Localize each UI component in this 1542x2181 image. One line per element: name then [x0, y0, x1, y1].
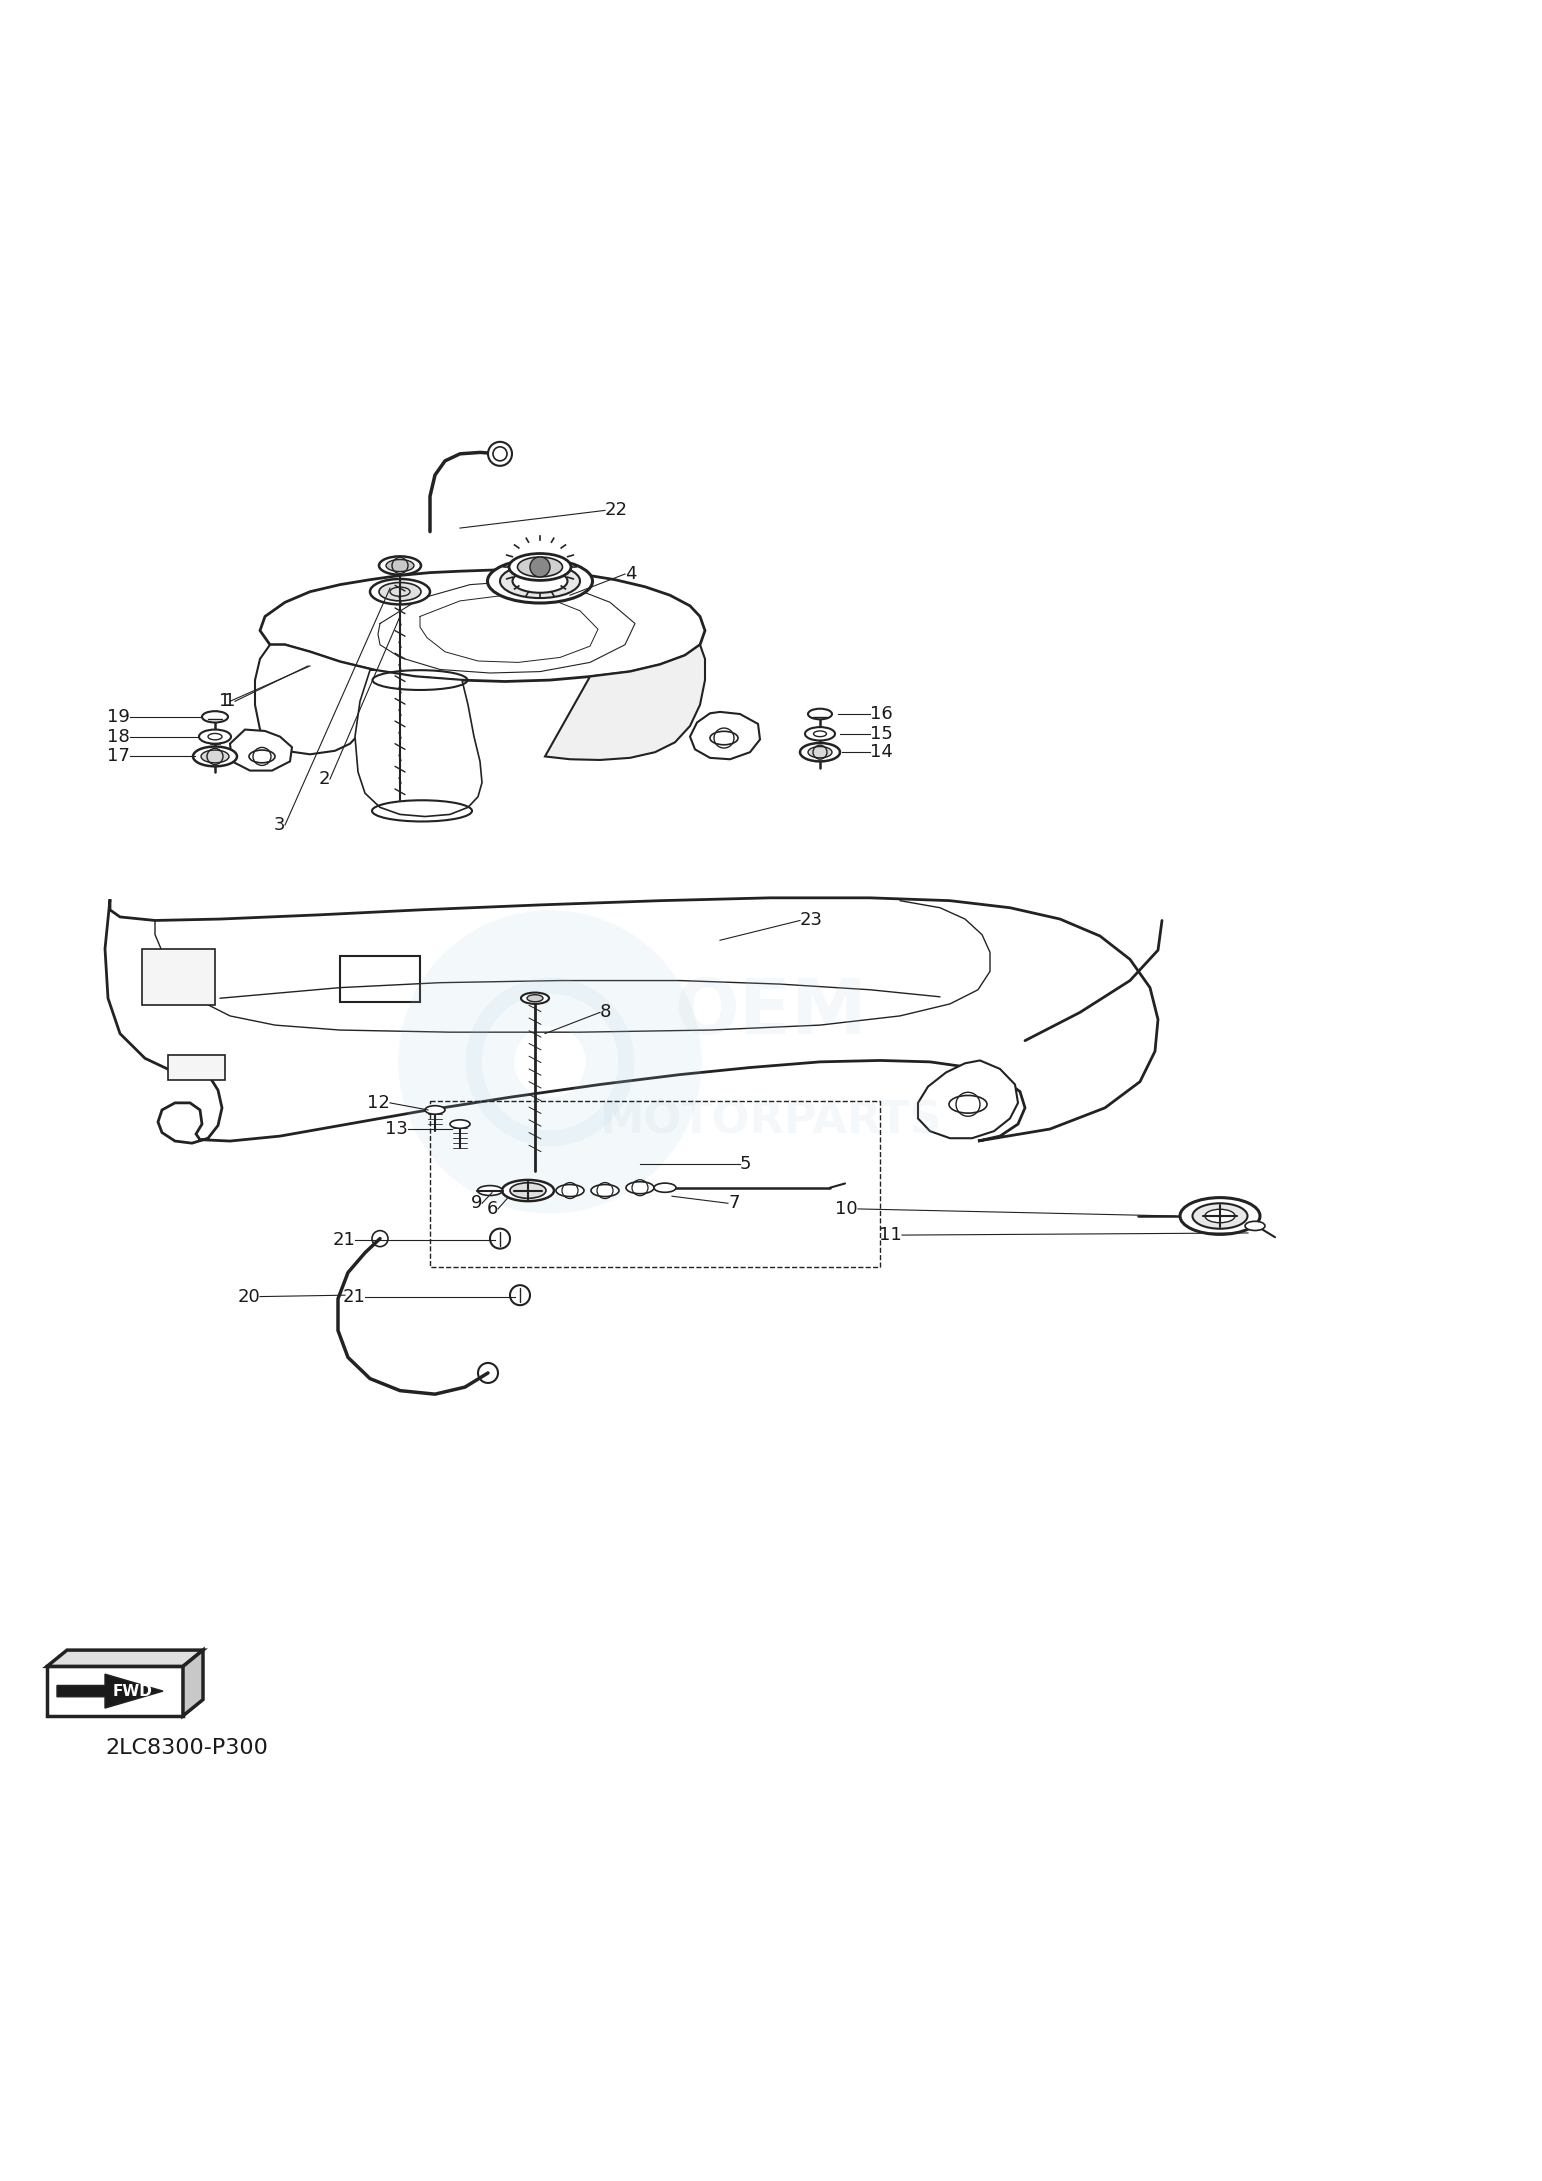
Circle shape	[530, 556, 550, 578]
Ellipse shape	[557, 1184, 584, 1197]
Polygon shape	[355, 670, 483, 816]
Text: 19: 19	[106, 709, 130, 726]
Ellipse shape	[450, 1119, 470, 1128]
Polygon shape	[917, 1060, 1018, 1138]
Ellipse shape	[379, 556, 421, 576]
Ellipse shape	[193, 746, 237, 766]
Polygon shape	[142, 949, 214, 1005]
Ellipse shape	[518, 556, 563, 576]
Ellipse shape	[948, 1095, 987, 1112]
Text: 11: 11	[879, 1226, 902, 1243]
Text: 3: 3	[273, 816, 285, 833]
Ellipse shape	[800, 744, 840, 761]
Ellipse shape	[512, 569, 567, 593]
Polygon shape	[261, 569, 705, 680]
Ellipse shape	[509, 554, 571, 580]
Text: 23: 23	[800, 912, 823, 929]
Text: OEM: OEM	[674, 977, 868, 1051]
Ellipse shape	[1192, 1204, 1247, 1228]
Ellipse shape	[386, 561, 413, 571]
Polygon shape	[46, 1651, 204, 1666]
Text: 22: 22	[604, 502, 628, 519]
Ellipse shape	[200, 750, 230, 763]
Text: 21: 21	[342, 1287, 365, 1306]
Text: 10: 10	[836, 1200, 857, 1217]
Circle shape	[487, 443, 512, 467]
Ellipse shape	[808, 709, 833, 720]
Polygon shape	[46, 1666, 183, 1716]
Ellipse shape	[591, 1184, 618, 1197]
Ellipse shape	[503, 1180, 554, 1202]
Text: 12: 12	[367, 1095, 390, 1112]
Ellipse shape	[426, 1106, 446, 1114]
Text: 14: 14	[870, 744, 893, 761]
Text: 18: 18	[108, 728, 130, 746]
Ellipse shape	[1204, 1208, 1235, 1224]
Text: 2LC8300-P300: 2LC8300-P300	[105, 1738, 268, 1758]
Text: 1: 1	[224, 691, 234, 711]
Text: 16: 16	[870, 704, 893, 724]
Ellipse shape	[626, 1182, 654, 1193]
Text: FWD: FWD	[113, 1684, 153, 1699]
Ellipse shape	[527, 995, 543, 1001]
Text: 8: 8	[600, 1003, 611, 1021]
Polygon shape	[230, 731, 291, 770]
Ellipse shape	[1180, 1197, 1260, 1234]
Polygon shape	[544, 646, 705, 759]
Ellipse shape	[808, 746, 833, 757]
Ellipse shape	[478, 1186, 503, 1195]
Ellipse shape	[521, 992, 549, 1003]
Text: 6: 6	[487, 1200, 498, 1217]
Polygon shape	[57, 1675, 163, 1708]
Text: 13: 13	[386, 1121, 409, 1138]
Text: 15: 15	[870, 724, 893, 744]
Text: 20: 20	[237, 1287, 261, 1306]
Ellipse shape	[709, 731, 739, 744]
Text: 5: 5	[740, 1156, 751, 1173]
Ellipse shape	[248, 750, 274, 763]
Ellipse shape	[199, 731, 231, 744]
Text: 1: 1	[219, 691, 230, 711]
Text: 4: 4	[625, 565, 637, 582]
Ellipse shape	[487, 558, 592, 602]
Text: 21: 21	[332, 1230, 355, 1250]
Ellipse shape	[654, 1182, 675, 1193]
Polygon shape	[183, 1651, 204, 1716]
Polygon shape	[689, 711, 760, 759]
Text: 2: 2	[319, 770, 330, 787]
Polygon shape	[254, 646, 375, 755]
Ellipse shape	[370, 578, 430, 604]
Ellipse shape	[805, 726, 836, 742]
Polygon shape	[105, 899, 1158, 1143]
Text: 9: 9	[470, 1195, 483, 1213]
Ellipse shape	[202, 711, 228, 722]
Ellipse shape	[500, 565, 580, 598]
Ellipse shape	[379, 582, 421, 602]
Text: MOTORPARTS: MOTORPARTS	[600, 1099, 942, 1143]
Ellipse shape	[1244, 1221, 1264, 1230]
Text: 7: 7	[728, 1195, 740, 1213]
Polygon shape	[339, 955, 419, 1001]
Polygon shape	[168, 1056, 225, 1080]
Text: 17: 17	[106, 748, 130, 766]
Ellipse shape	[510, 1182, 546, 1197]
